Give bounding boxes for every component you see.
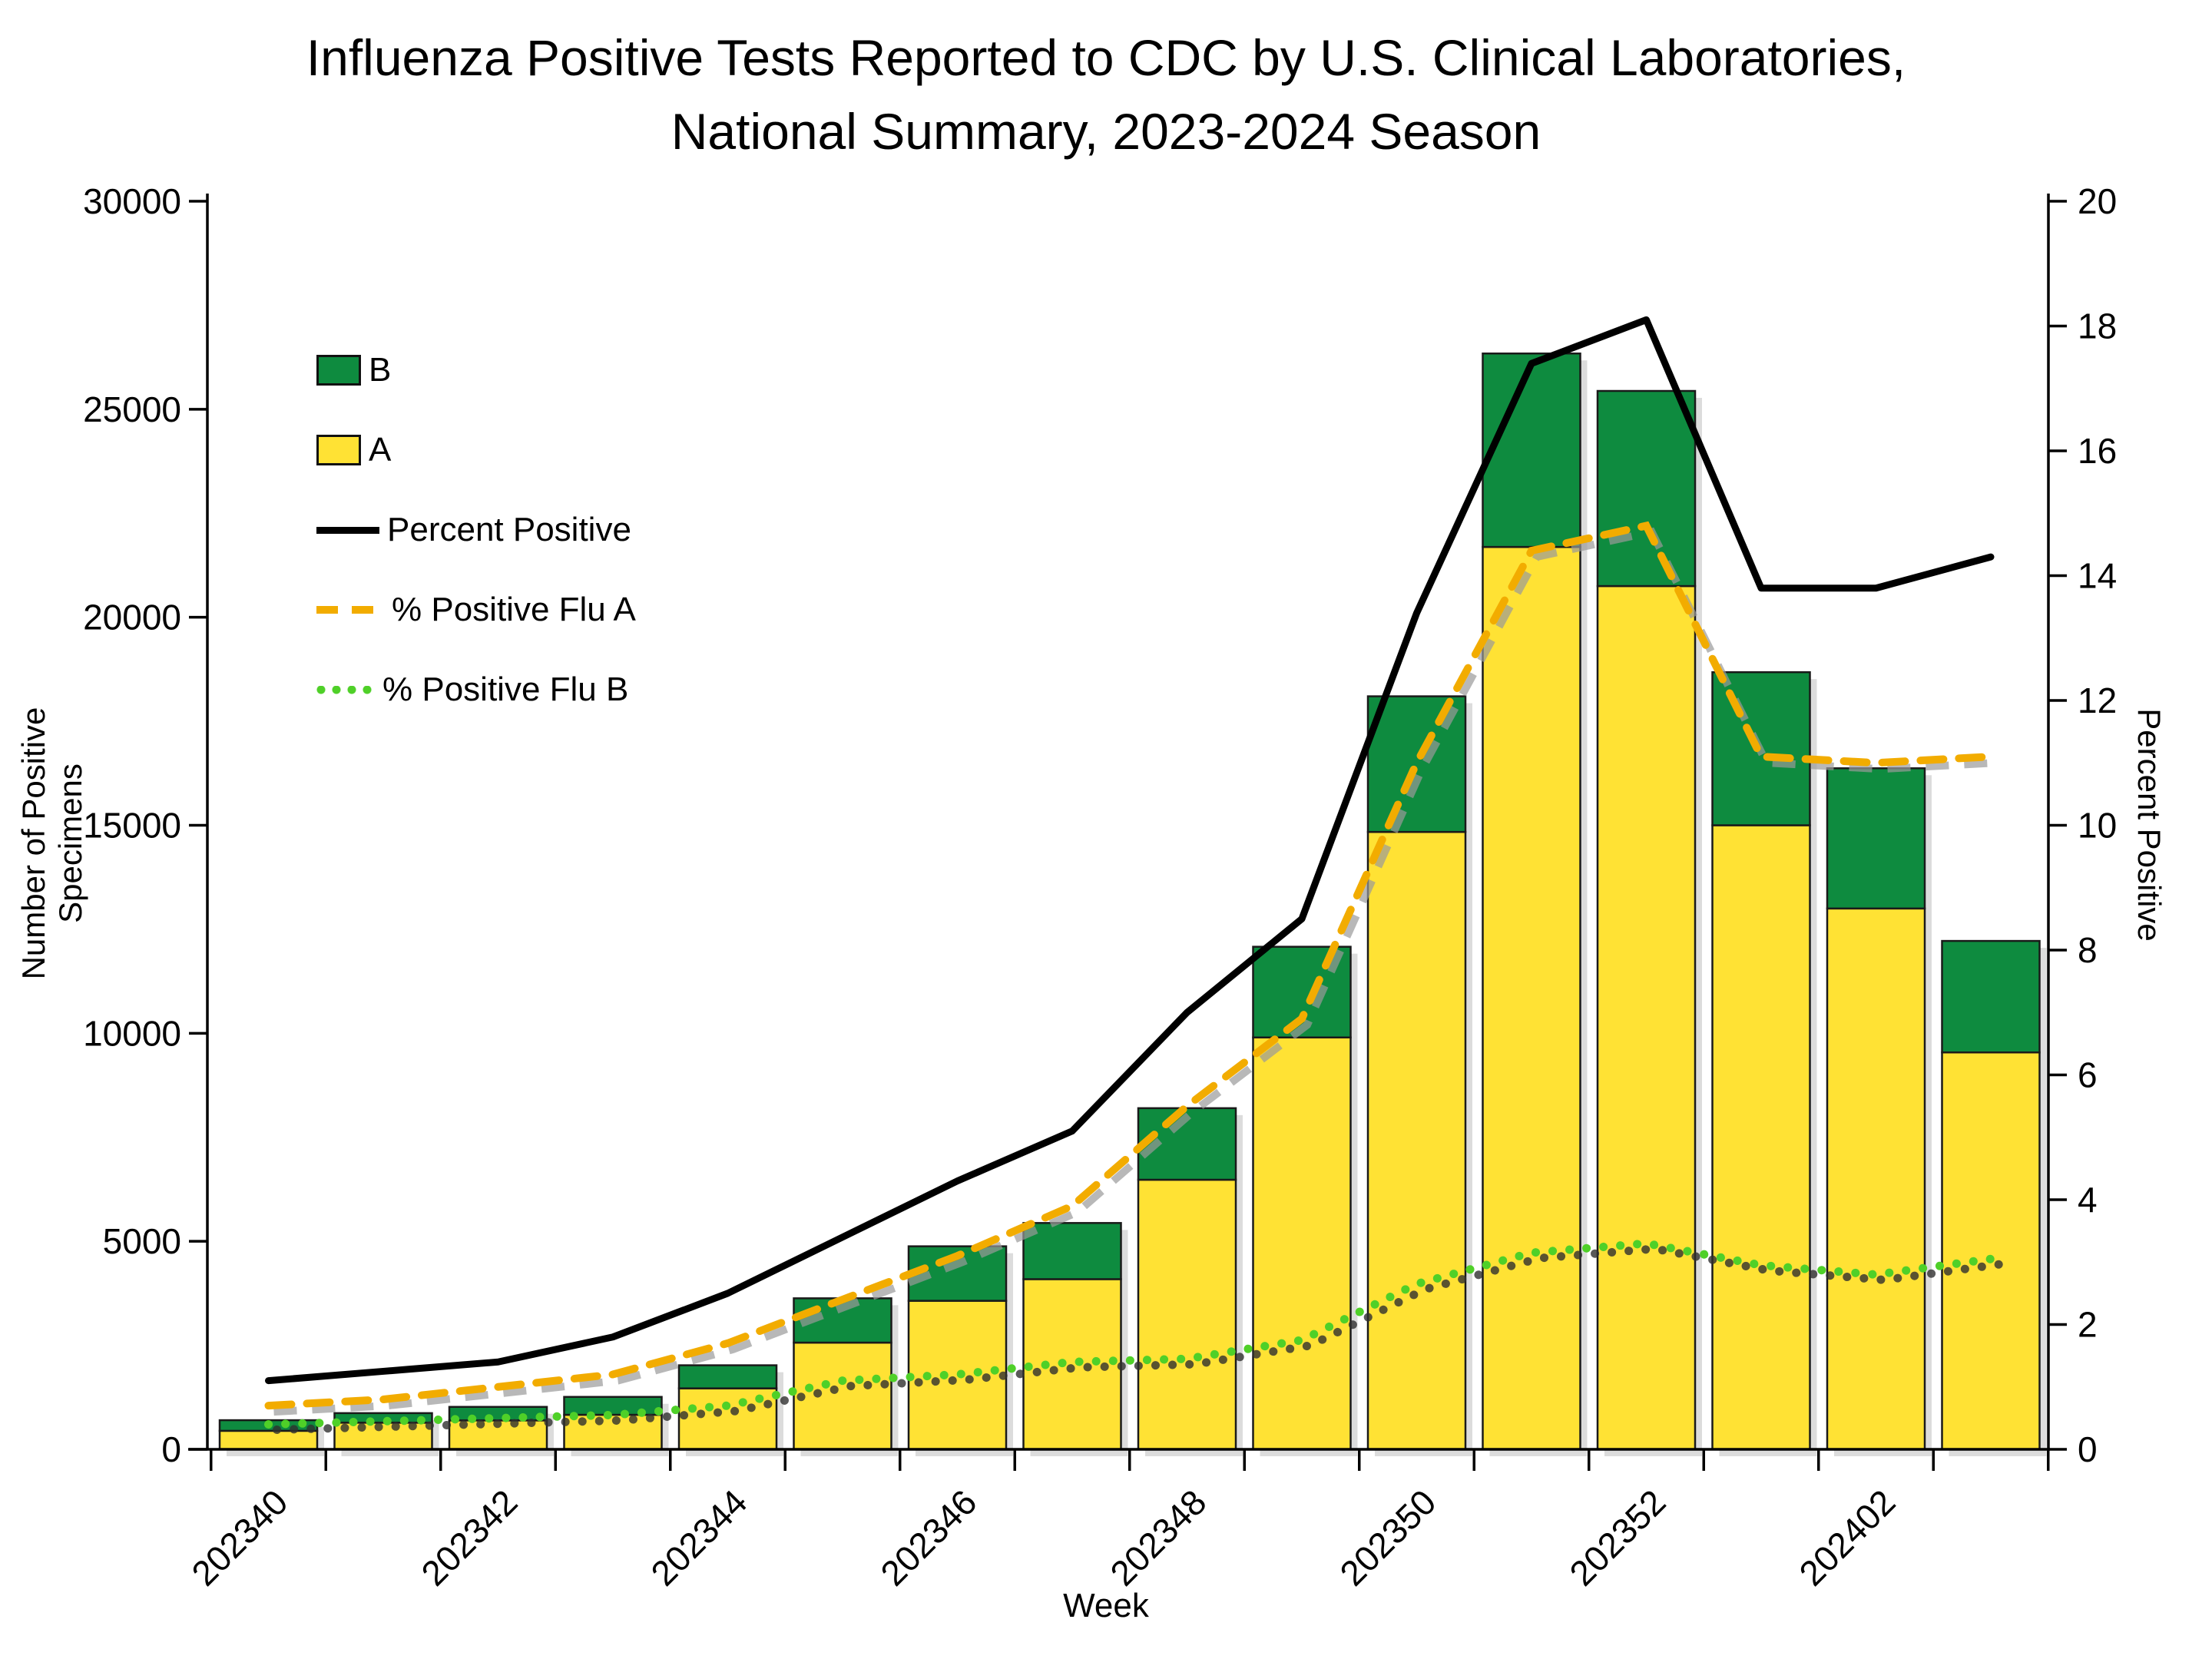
- y-left-tick-label: 30000: [83, 181, 181, 221]
- y-right-tick-label: 18: [2078, 306, 2117, 346]
- legend-label-pct-flu-a: % Positive Flu A: [392, 591, 636, 628]
- x-tick-label: 202348: [1102, 1482, 1214, 1593]
- y-right-tick-label: 10: [2078, 806, 2117, 846]
- x-tick-label: 202342: [413, 1482, 525, 1593]
- x-axis-ticks: 202340 202342 202344 202346 202348 202350 2023…: [184, 1449, 2050, 1594]
- y-right-tick-label: 16: [2078, 431, 2117, 471]
- y-left-tick-label: 10000: [83, 1013, 181, 1053]
- chart-title-line1: Influenza Positive Tests Reported to CDC…: [306, 29, 1906, 86]
- bar-segment-b: [1022, 1222, 1122, 1280]
- bar-segment-a: [1826, 907, 1926, 1451]
- y-right-tick-label: 20: [2078, 181, 2117, 221]
- y-right-tick-label: 14: [2078, 556, 2117, 596]
- legend-swatch-solid-line-icon: [316, 526, 379, 534]
- y-axis-title-right: Percent Positive: [2131, 708, 2167, 942]
- y-left-tick-label: 25000: [83, 389, 181, 429]
- x-axis-title: Week: [1063, 1587, 1149, 1624]
- x-tick-label: 202340: [184, 1482, 295, 1593]
- legend-swatch-a-box-icon: [316, 435, 361, 465]
- pct-flu-a-line: [264, 521, 1995, 1410]
- x-tick-label: 202352: [1561, 1482, 1673, 1593]
- y-left-tick-label: 0: [161, 1429, 181, 1469]
- y-right-tick-label: 6: [2078, 1055, 2098, 1095]
- bars-group: [218, 353, 2041, 1451]
- legend-label-a: A: [369, 431, 392, 469]
- bar-segment-a: [793, 1341, 892, 1451]
- bar-segment-a: [1711, 824, 1811, 1451]
- legend-item-pct-flu-a: % Positive Flu A: [316, 570, 636, 650]
- x-tick-label: 202344: [643, 1482, 754, 1593]
- legend-item-a: A: [316, 410, 636, 490]
- y-right-tick-label: 8: [2078, 930, 2098, 970]
- legend-label-b: B: [369, 351, 392, 389]
- y-right-tick-label: 0: [2078, 1429, 2098, 1469]
- legend-label-percent-positive: Percent Positive: [387, 511, 631, 548]
- legend-item-b: B: [316, 330, 636, 410]
- pct-flu-b-line: [264, 1239, 1995, 1429]
- legend: B A Percent Positive % Positive Flu A % …: [316, 330, 636, 730]
- y-left-tick-label: 5000: [103, 1221, 181, 1261]
- chart-title: Influenza Positive Tests Reported to CDC…: [0, 22, 2212, 168]
- legend-label-pct-flu-b: % Positive Flu B: [382, 671, 629, 708]
- bar-segment-a: [1941, 1051, 2041, 1451]
- bar-segment-a: [1252, 1036, 1352, 1451]
- legend-swatch-dotted-line-icon: [316, 685, 375, 694]
- bar-segment-b: [563, 1396, 663, 1416]
- y-right-tick-label: 12: [2078, 680, 2117, 720]
- bar-segment-b: [1941, 939, 2041, 1054]
- bar-segment-b: [1596, 389, 1697, 588]
- y-axis-title-left: Number of Positive Specimens: [15, 707, 88, 980]
- y-right-tick-label: 2: [2078, 1305, 2098, 1345]
- y-right-tick-label: 4: [2078, 1180, 2098, 1220]
- bar-segment-a: [1596, 584, 1697, 1451]
- bar-segment-b: [677, 1364, 778, 1389]
- legend-swatch-b-box-icon: [316, 355, 361, 386]
- y-left-tick-label: 20000: [83, 598, 181, 637]
- bar-segment-a: [1366, 830, 1467, 1451]
- x-tick-label: 202402: [1791, 1482, 1902, 1593]
- chart-title-line2: National Summary, 2023-2024 Season: [671, 102, 1541, 160]
- legend-item-percent-positive: Percent Positive: [316, 490, 636, 570]
- x-tick-label: 202350: [1332, 1482, 1443, 1593]
- pct-flu-b-line-shadow: [273, 1244, 2004, 1434]
- bar-segment-a: [1482, 545, 1581, 1451]
- legend-item-pct-flu-b: % Positive Flu B: [316, 650, 636, 730]
- x-tick-label: 202346: [873, 1482, 984, 1593]
- bar-segment-b: [448, 1406, 548, 1422]
- legend-swatch-dashed-line-icon: [316, 606, 384, 614]
- bar-segment-a: [1137, 1178, 1237, 1451]
- y-left-tick-label: 15000: [83, 806, 181, 846]
- bar-segment-b: [1482, 353, 1581, 548]
- pct-flu-a-line-shadow: [273, 527, 1997, 1416]
- bar-segment-b: [1826, 767, 1926, 910]
- y-axis-right-ticks: 0 2 4 6 8 10 12 14 16 18 20: [2048, 181, 2117, 1469]
- bar-segment-a: [333, 1422, 433, 1451]
- y-axis-left-ticks: 0 5000 10000 15000 20000 25000 30000: [83, 181, 207, 1469]
- percent-positive-line: [265, 316, 1995, 1385]
- bar-segment-a: [218, 1429, 319, 1451]
